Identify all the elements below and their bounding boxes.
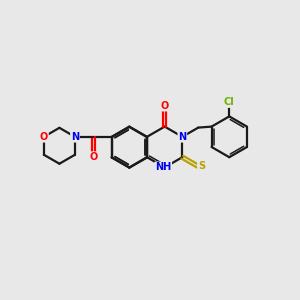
Text: Cl: Cl (224, 97, 235, 107)
Text: O: O (89, 152, 98, 162)
Text: N: N (71, 132, 79, 142)
Text: NH: NH (155, 162, 171, 172)
Text: O: O (40, 132, 48, 142)
Text: O: O (160, 101, 169, 111)
Text: S: S (198, 161, 205, 171)
Text: N: N (178, 132, 186, 142)
